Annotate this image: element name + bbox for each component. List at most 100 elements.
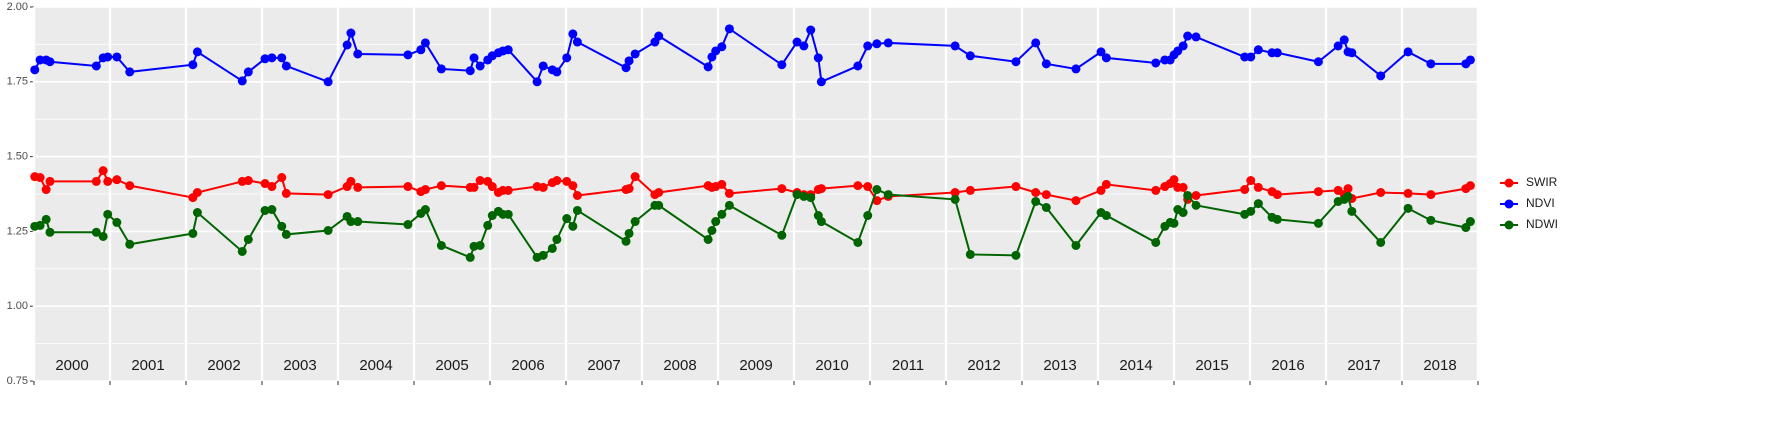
point [403,220,413,230]
point [112,52,122,62]
x-label: 2010 [815,357,848,374]
point [863,211,873,221]
point [1246,206,1256,216]
point [724,200,734,210]
point [112,217,122,227]
point [1011,182,1021,192]
point [538,61,548,71]
point [1031,38,1041,48]
point [1041,190,1051,200]
point [91,61,101,71]
point [1011,250,1021,260]
point [816,184,826,194]
point [853,61,863,71]
point [883,190,893,200]
point [624,56,634,66]
point [1101,179,1111,189]
point [436,64,446,74]
x-label: 2007 [587,357,620,374]
point [872,185,882,195]
point [1376,188,1386,198]
point [112,175,122,185]
point [711,217,721,227]
legend-key-point [1504,220,1514,230]
point [1253,182,1263,192]
x-label: 2002 [207,357,240,374]
point [863,182,873,192]
point [91,176,101,186]
point [717,209,727,219]
point [277,173,287,183]
point [420,185,430,195]
point [1313,218,1323,228]
point [420,38,430,48]
point [799,191,809,201]
point [1071,240,1081,250]
point [654,200,664,210]
point [346,176,356,186]
point [717,179,727,189]
point [1178,182,1188,192]
point [654,188,664,198]
point [1253,45,1263,55]
x-label: 2008 [663,357,696,374]
point [654,31,664,41]
point [547,243,557,253]
point [630,172,640,182]
series-ndwi [30,185,1475,262]
series-swir [30,166,1475,206]
point [503,45,513,55]
point [353,182,363,192]
point [1178,208,1188,218]
point [1183,31,1193,41]
point [1178,41,1188,51]
point [1339,35,1349,45]
point [630,217,640,227]
point [1246,52,1256,62]
point [1246,176,1256,186]
point [1151,185,1161,195]
point [777,184,787,194]
point [346,28,356,38]
x-label: 2018 [1423,357,1456,374]
point [1403,188,1413,198]
point [1313,57,1323,67]
point [1101,53,1111,63]
point [260,54,270,64]
point [872,39,882,49]
point [792,190,802,200]
point [853,181,863,191]
point [806,193,816,203]
point [1096,185,1106,195]
point [624,184,634,194]
point [1426,59,1436,69]
point [621,63,631,73]
point [243,234,253,244]
point [950,194,960,204]
point [323,77,333,87]
point [469,53,479,63]
point [965,249,975,259]
x-label: 2015 [1195,357,1228,374]
point [45,176,55,186]
point [568,221,578,231]
point [1031,188,1041,198]
point [1426,190,1436,200]
point [1011,57,1021,67]
y-tick-label: 2.00 [7,1,28,13]
point [552,176,562,186]
point [35,220,45,230]
point [416,45,426,55]
point [103,176,113,186]
point [552,234,562,244]
point [538,182,548,192]
x-label: 2009 [739,357,772,374]
point [568,29,578,39]
point [267,182,277,192]
point [125,181,135,191]
point [1191,190,1201,200]
point [45,227,55,237]
point [813,53,823,63]
point [323,190,333,200]
point [562,214,572,224]
